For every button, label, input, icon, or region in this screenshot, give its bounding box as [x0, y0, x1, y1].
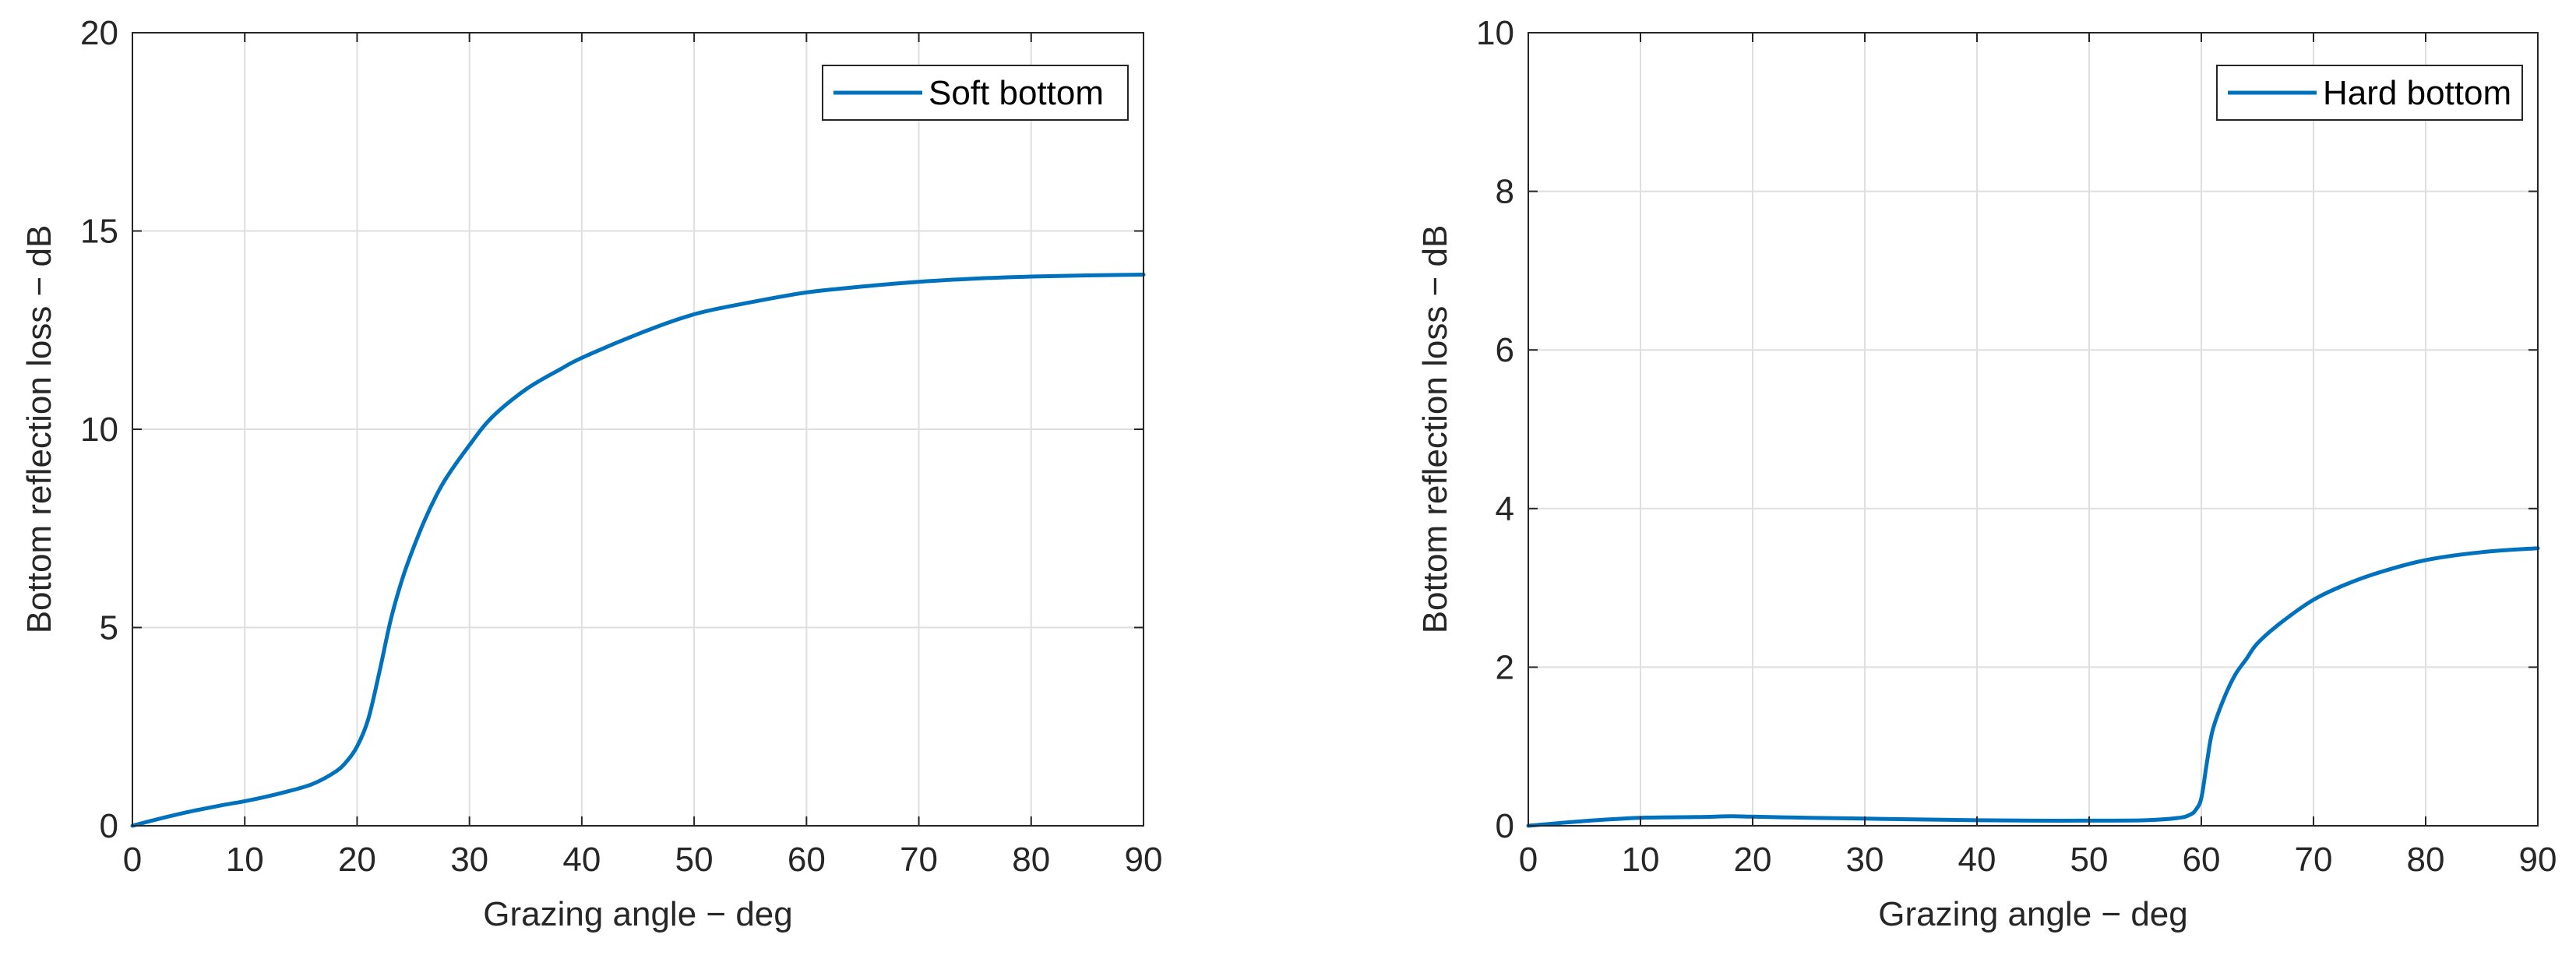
curves	[1526, 546, 2540, 828]
y-tick-label: 6	[1496, 331, 1514, 369]
y-tick-label: 2	[1496, 648, 1514, 686]
x-tick-label: 30	[450, 841, 488, 879]
x-tick-label: 50	[2070, 841, 2109, 879]
x-tick-label: 70	[900, 841, 938, 879]
legend-label: Hard bottom	[2323, 74, 2511, 112]
curves	[130, 273, 1146, 828]
x-tick-label: 10	[1622, 841, 1660, 879]
ticks: 0 10 20 30 40 50 60 70 80 90 0 2 4 6 8 10	[1476, 14, 2557, 879]
x-tick-label: 40	[1958, 841, 1996, 879]
x-tick-label: 60	[2183, 841, 2221, 879]
x-axis-label: Grazing angle − deg	[1878, 895, 2188, 933]
x-tick-label: 90	[1125, 841, 1163, 879]
legend: Soft bottom	[822, 65, 1129, 121]
y-axis-label: Bottom reflection loss − dB	[20, 225, 58, 634]
y-tick-label: 8	[1496, 173, 1514, 211]
y-tick-label: 10	[1476, 14, 1514, 52]
x-tick-label: 20	[338, 841, 376, 879]
y-tick-label: 0	[100, 807, 118, 845]
x-tick-label: 60	[788, 841, 826, 879]
x-tick-label: 70	[2295, 841, 2333, 879]
legend-label: Soft bottom	[929, 74, 1104, 112]
y-tick-label: 0	[1496, 807, 1514, 845]
grid	[1528, 33, 2538, 826]
x-tick-label: 0	[123, 841, 142, 879]
series-line	[1526, 546, 2540, 828]
x-tick-label: 30	[1846, 841, 1884, 879]
y-tick-label: 5	[100, 609, 118, 647]
y-tick-label: 10	[80, 411, 118, 449]
soft-bottom-plot: 0 10 20 30 40 50 60 70 80 90 0 5 10 15 20 Grazing angl…	[20, 14, 1162, 933]
x-tick-label: 10	[226, 841, 264, 879]
x-tick-label: 90	[2519, 841, 2557, 879]
x-tick-label: 80	[1012, 841, 1050, 879]
y-tick-label: 4	[1496, 490, 1514, 528]
x-tick-label: 50	[675, 841, 714, 879]
ticks: 0 10 20 30 40 50 60 70 80 90 0 5 10 15 20	[80, 14, 1162, 879]
x-tick-label: 20	[1734, 841, 1772, 879]
series-line	[130, 273, 1146, 828]
x-tick-label: 0	[1519, 841, 1538, 879]
y-tick-label: 15	[80, 213, 118, 251]
y-tick-label: 20	[80, 14, 118, 52]
y-axis-label: Bottom reflection loss − dB	[1416, 225, 1454, 634]
legend: Hard bottom	[2216, 65, 2523, 121]
x-tick-label: 80	[2407, 841, 2445, 879]
grid	[132, 33, 1144, 826]
hard-bottom-plot: 0 10 20 30 40 50 60 70 80 90 0 2 4 6 8 10 Grazing angle…	[1416, 14, 2557, 933]
x-tick-label: 40	[562, 841, 601, 879]
x-axis-label: Grazing angle − deg	[483, 895, 793, 933]
axes-frame	[1528, 32, 2539, 827]
